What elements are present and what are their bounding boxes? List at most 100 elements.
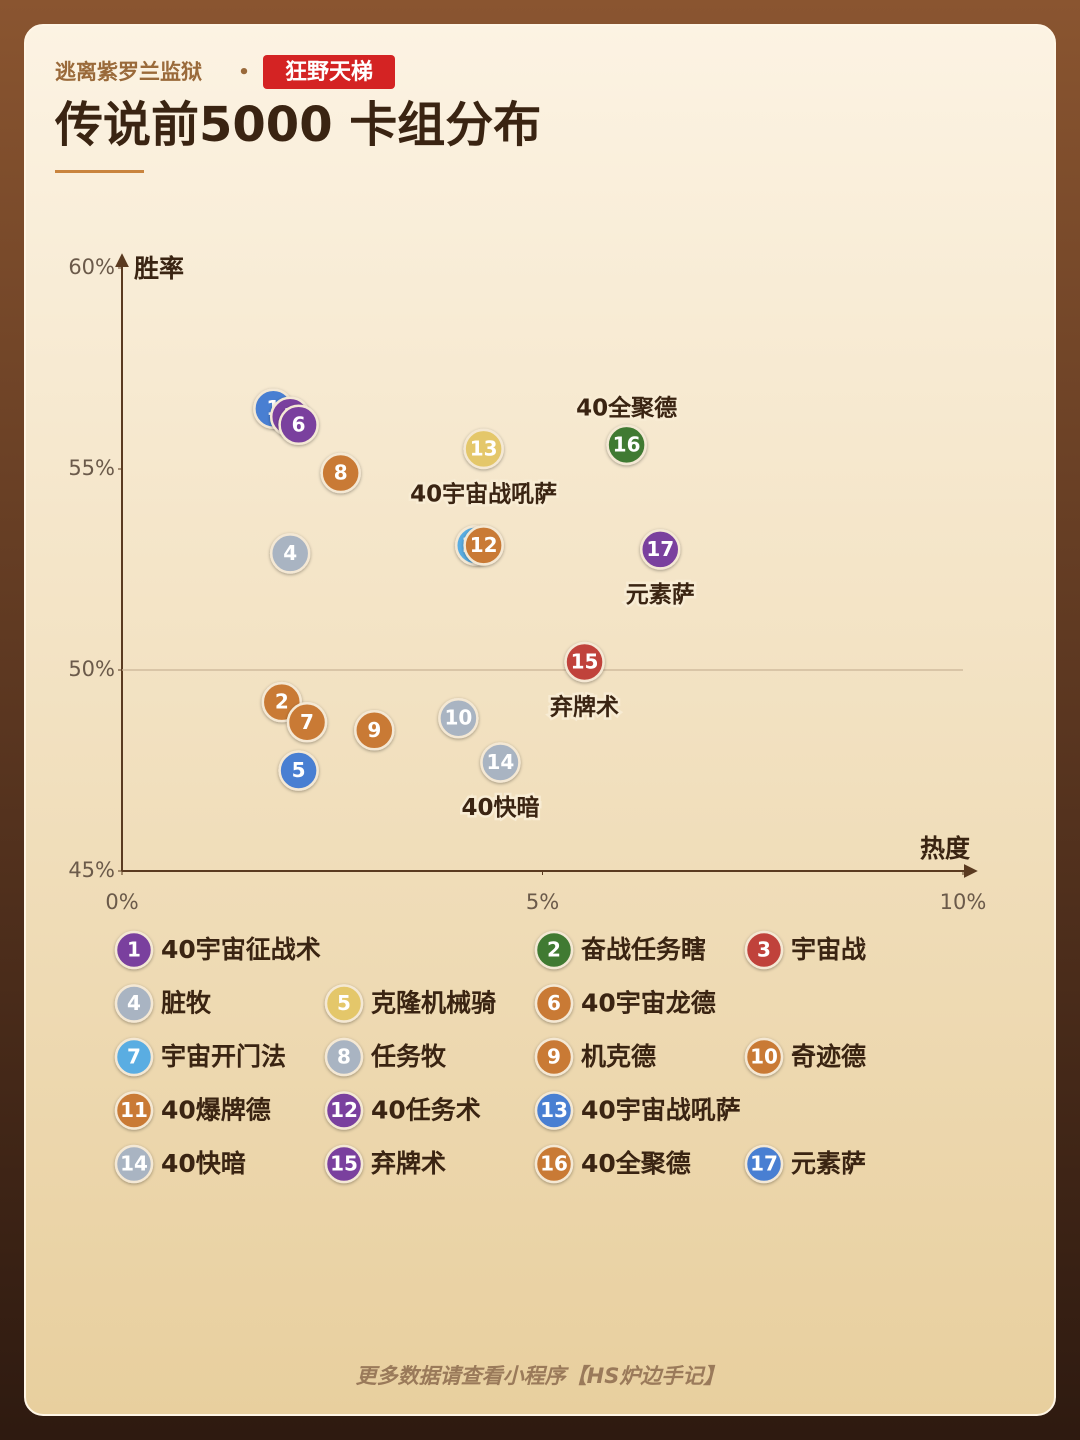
legend-marker xyxy=(324,1091,364,1130)
point xyxy=(286,702,328,743)
point-number: 5 xyxy=(292,758,306,782)
point xyxy=(639,529,681,570)
legend-number: 17 xyxy=(750,1152,778,1176)
legend-marker xyxy=(114,930,154,970)
footer: 更多数据请查看小程序【HS炉边手记】 xyxy=(356,1364,725,1388)
point-number: 8 xyxy=(334,461,348,485)
separator: • xyxy=(238,62,250,83)
legend-number: 15 xyxy=(330,1152,358,1176)
legend-label: 弃牌术 xyxy=(371,1149,446,1178)
legend-label: 脏牧 xyxy=(161,989,212,1018)
point-annotation: 元素萨 xyxy=(626,581,695,608)
point-group: 4 xyxy=(269,533,311,574)
legend-label: 40宇宙龙德 xyxy=(581,989,716,1018)
point-annotation: 40快暗 xyxy=(461,794,539,821)
point-group: 10 xyxy=(438,697,479,739)
point xyxy=(463,428,504,470)
legend-label: 宇宙战 xyxy=(791,935,866,964)
point-group: 14 xyxy=(480,742,521,783)
legend-label: 40快暗 xyxy=(161,1149,246,1178)
legend-label: 宇宙开门法 xyxy=(161,1042,286,1071)
legend-label: 克隆机械骑 xyxy=(371,989,496,1018)
legend-item: 10 奇迹德 xyxy=(744,1037,866,1077)
legend-number: 7 xyxy=(127,1045,141,1069)
legend-marker xyxy=(744,1144,784,1184)
legend-number: 1 xyxy=(127,938,141,962)
point xyxy=(278,750,319,791)
legend-label: 40任务术 xyxy=(371,1096,481,1125)
badge-bg xyxy=(263,55,395,89)
y-tick-label: 55% xyxy=(68,456,115,480)
legend-marker xyxy=(114,1091,154,1130)
legend-number: 6 xyxy=(547,991,561,1015)
point-number: 12 xyxy=(470,533,498,557)
point-number: 17 xyxy=(646,537,674,561)
legend-item: 3 宇宙战 xyxy=(744,930,866,970)
legend-item: 5 克隆机械骑 xyxy=(324,984,496,1023)
legend-number: 8 xyxy=(337,1045,351,1069)
point-number: 10 xyxy=(444,706,472,730)
legend-marker xyxy=(534,1037,574,1077)
legend-item: 15 弃牌术 xyxy=(324,1144,446,1184)
point-group: 17 xyxy=(639,529,681,570)
point xyxy=(480,742,521,783)
point-group: 7 xyxy=(286,702,328,743)
point xyxy=(269,533,311,574)
point-number: 13 xyxy=(470,436,498,460)
legend-marker xyxy=(744,930,784,970)
point-number: 6 xyxy=(292,412,306,436)
y-axis-label: 胜率 xyxy=(134,254,184,283)
legend-marker xyxy=(114,1037,154,1077)
x-tick-label: 10% xyxy=(940,890,987,914)
legend-marker xyxy=(114,984,154,1023)
legend-item: 1 40宇宙征战术 xyxy=(114,930,321,970)
point-group: 9 xyxy=(354,710,395,751)
point xyxy=(564,641,605,683)
legend-item: 4 脏牧 xyxy=(114,984,212,1023)
legend-item: 13 40宇宙战吼萨 xyxy=(534,1091,741,1130)
legend-label: 40宇宙征战术 xyxy=(161,935,321,964)
legend-number: 2 xyxy=(547,938,561,962)
legend-label: 奇迹德 xyxy=(791,1042,866,1071)
legend-marker xyxy=(534,984,574,1023)
point-group: 12 xyxy=(463,525,504,566)
y-tick-label: 45% xyxy=(68,858,115,882)
point xyxy=(438,697,479,739)
x-tick-label: 0% xyxy=(105,890,138,914)
point-annotation: 40全聚德 xyxy=(576,394,677,421)
point-group: 6 xyxy=(278,404,319,446)
point-number: 14 xyxy=(487,750,515,774)
legend-marker xyxy=(534,1144,574,1184)
legend-number: 3 xyxy=(757,938,771,962)
legend-label: 机克德 xyxy=(581,1042,656,1071)
y-tick-label: 60% xyxy=(68,255,115,279)
subtitle: 逃离紫罗兰监狱 xyxy=(55,60,202,84)
y-tick-label: 50% xyxy=(68,657,115,681)
title-underline xyxy=(55,170,144,173)
legend-item: 11 40爆牌德 xyxy=(114,1091,271,1130)
legend-number: 9 xyxy=(547,1045,561,1069)
point-annotation: 40宇宙战吼萨 xyxy=(410,480,557,507)
legend-item: 17 元素萨 xyxy=(744,1144,866,1184)
legend-item: 7 宇宙开门法 xyxy=(114,1037,286,1077)
x-axis-label: 热度 xyxy=(920,834,970,863)
legend-label: 元素萨 xyxy=(791,1149,866,1178)
legend-item: 2 奋战任务瞎 xyxy=(534,930,706,970)
legend-number: 4 xyxy=(127,991,141,1015)
point-number: 16 xyxy=(613,432,641,456)
legend-number: 12 xyxy=(330,1098,358,1122)
point-group: 8 xyxy=(320,452,361,494)
card xyxy=(24,24,1056,1416)
point-number: 2 xyxy=(275,690,289,714)
legend-item: 8 任务牧 xyxy=(324,1037,447,1077)
point-group: 16 xyxy=(606,424,647,466)
legend-label: 任务牧 xyxy=(370,1042,447,1071)
title: 传说前5000 卡组分布 xyxy=(54,97,541,153)
point xyxy=(606,424,647,466)
legend-number: 16 xyxy=(540,1152,568,1176)
legend-label: 奋战任务瞎 xyxy=(580,935,706,964)
point-group: 13 xyxy=(463,428,504,470)
legend-number: 13 xyxy=(540,1098,568,1122)
point xyxy=(354,710,395,751)
